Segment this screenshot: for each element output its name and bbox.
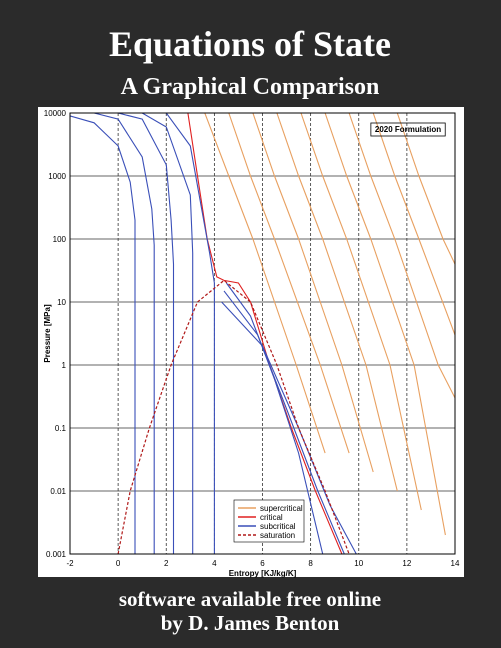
y-tick-label: 10	[57, 298, 66, 307]
legend-label: critical	[260, 513, 283, 522]
curve	[324, 113, 446, 536]
y-tick-label: 1000	[48, 172, 66, 181]
legend-label: supercritical	[260, 504, 303, 513]
curve	[117, 113, 175, 554]
x-tick-label: -2	[66, 559, 74, 568]
curve	[117, 279, 350, 554]
y-axis-label: Pressure [MPa]	[43, 304, 52, 363]
curve	[141, 113, 194, 554]
footer-line: by D. James Benton	[161, 611, 340, 635]
curve	[252, 113, 374, 473]
chart-panel	[38, 107, 464, 577]
curve	[228, 113, 350, 454]
legend-label: saturation	[260, 531, 295, 540]
curve	[93, 113, 155, 554]
curve	[204, 113, 326, 454]
x-tick-label: 10	[354, 559, 363, 568]
y-tick-label: 0.001	[46, 550, 67, 559]
plot-frame	[69, 112, 456, 555]
y-tick-label: 0.1	[55, 424, 67, 433]
x-tick-label: 0	[116, 559, 121, 568]
curve	[187, 113, 343, 554]
x-axis-label: Entropy [KJ/kg/K]	[229, 569, 297, 578]
x-tick-label: 8	[308, 559, 313, 568]
curve	[372, 113, 455, 336]
curve	[70, 115, 136, 554]
curve	[165, 113, 215, 554]
curve	[300, 113, 422, 511]
title: Equations of State	[109, 24, 391, 64]
plot-area	[70, 113, 455, 554]
x-tick-label: 12	[402, 559, 411, 568]
curve	[221, 301, 357, 554]
footer-line: software available free online	[119, 587, 381, 611]
x-tick-label: 2	[164, 559, 169, 568]
y-tick-label: 10000	[44, 109, 67, 118]
curve	[396, 113, 455, 265]
annotation-box	[370, 122, 446, 137]
legend-label: subcritical	[260, 522, 296, 531]
y-tick-label: 0.01	[50, 487, 66, 496]
subtitle: A Graphical Comparison	[121, 74, 380, 100]
y-tick-label: 1	[62, 361, 67, 370]
x-tick-label: 4	[212, 559, 217, 568]
curve	[348, 113, 455, 399]
annotation: 2020 Formulation	[375, 125, 441, 134]
x-tick-label: 14	[451, 559, 460, 568]
y-tick-label: 100	[53, 235, 67, 244]
overlay: -2 0 2 4 6 8 10 12 14 0.001 0.01 0.1 1 10 100 1000 10000…	[43, 109, 460, 578]
x-tick-label: 6	[260, 559, 265, 568]
curve	[223, 290, 345, 554]
curve	[276, 113, 398, 492]
